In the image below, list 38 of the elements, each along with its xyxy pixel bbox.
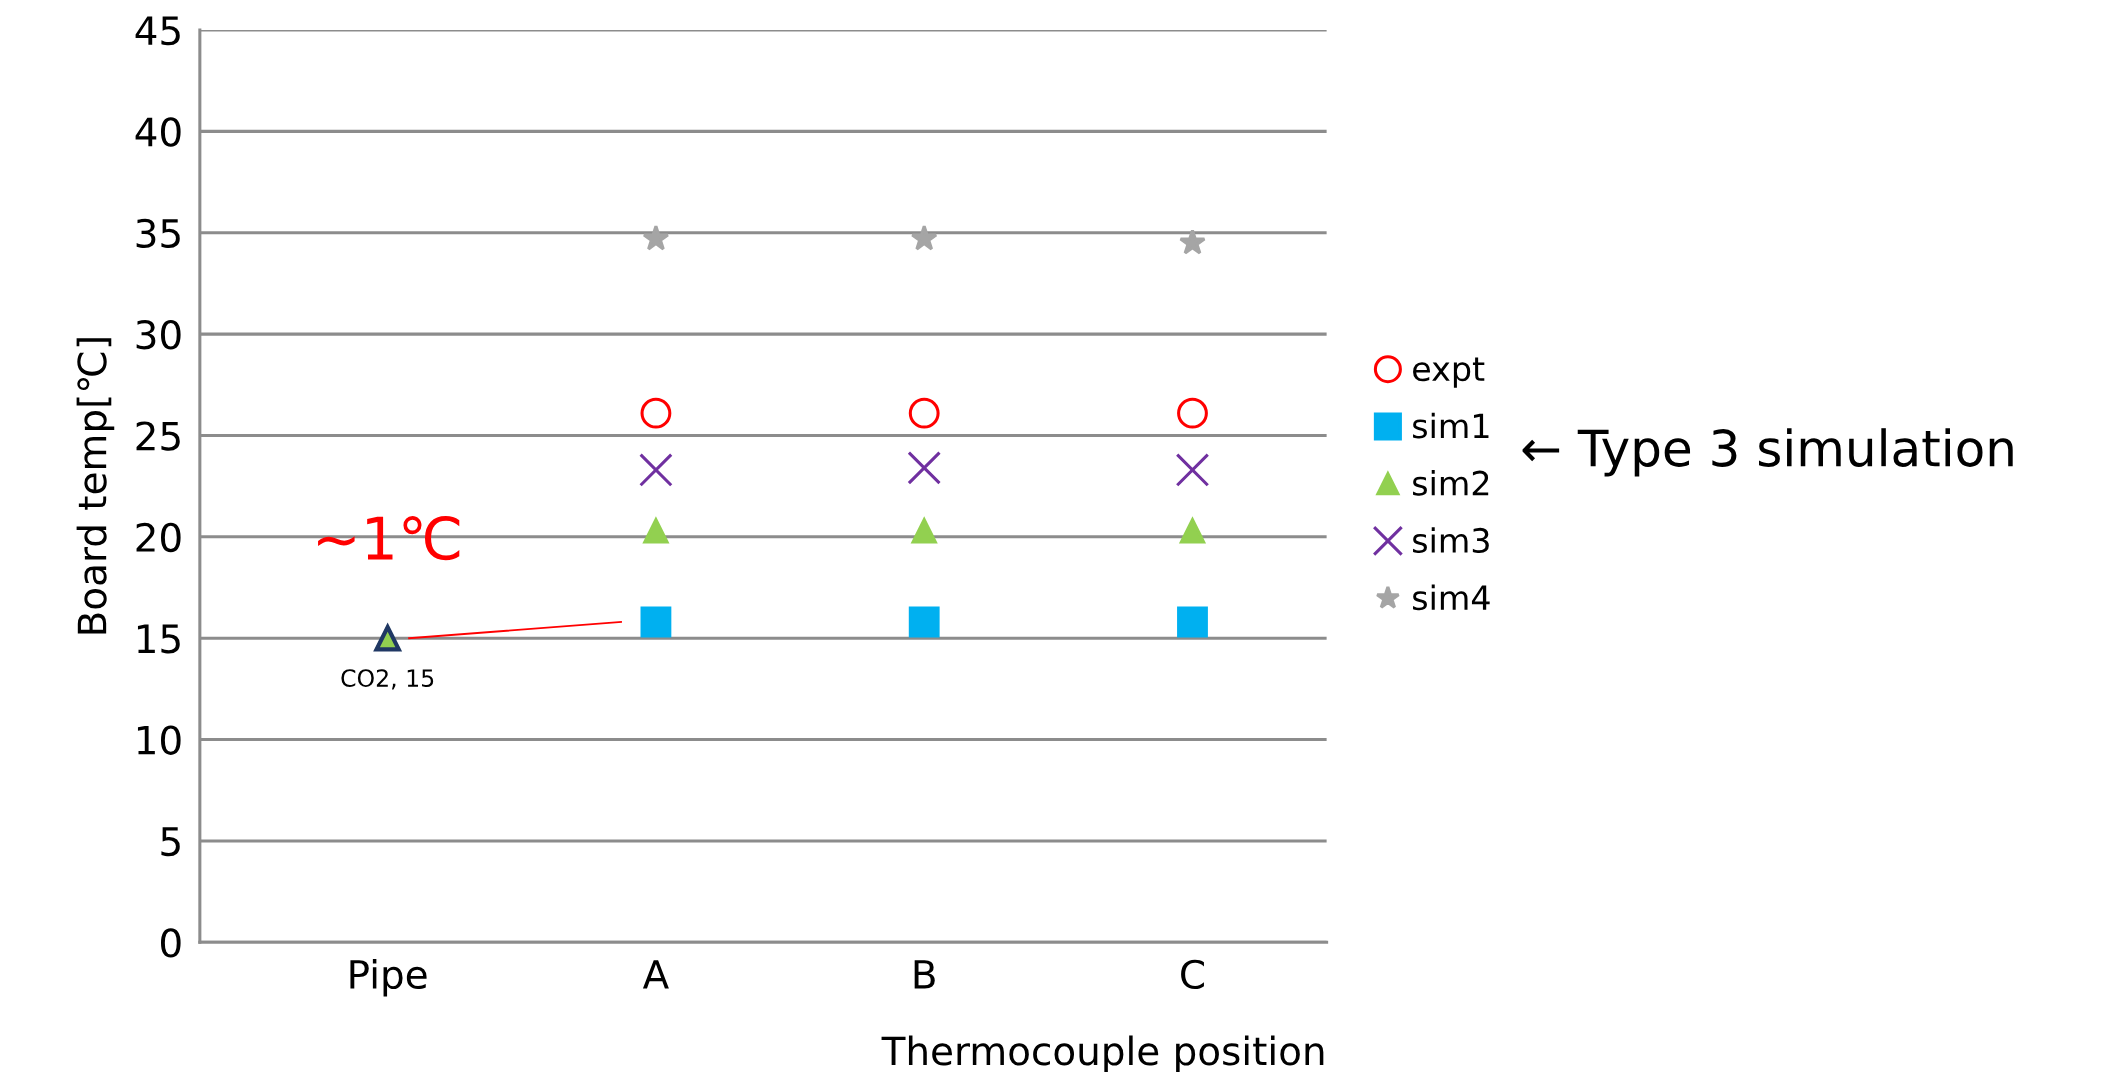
y-tick-label: 45 [135,16,180,46]
x-tick-label: A [642,960,669,989]
point [908,606,940,638]
point [639,453,673,487]
annotation: ~1℃ [318,516,460,561]
y-tick-label: 15 [137,624,180,654]
y-tick-label: 25 [136,421,180,451]
point [1179,228,1206,255]
point [907,451,942,485]
point [1179,518,1206,544]
point [1177,606,1208,638]
point [640,606,672,638]
text: ← Type 3 simulation [1522,428,2013,477]
y-tick-label: 5 [161,827,180,857]
point [1175,453,1210,487]
legend-label: sim2 [1413,470,1489,496]
point [642,224,670,251]
x-tick-label: Pipe [350,958,427,997]
point [908,397,940,429]
x-tick-label: B [914,960,935,989]
y-tick-label: 30 [136,320,181,350]
y-axis-title: Board temp[℃] [76,338,115,634]
point [643,518,669,544]
data-label: CO2, 15 [341,669,434,690]
y-tick-label: 35 [136,218,180,249]
point [911,518,937,544]
legend-label: sim3 [1413,527,1489,554]
y-tick-label: 40 [135,117,181,147]
y-tick-label: 20 [136,522,181,553]
point [1177,397,1208,429]
legend-label: expt [1413,357,1485,388]
point [640,397,672,429]
legend-label: sim1 [1413,412,1489,439]
legend-label: sim4 [1413,584,1490,611]
y-tick-label: 0 [161,928,181,958]
point [910,224,938,251]
x-tick-label: C [1181,959,1204,990]
y-tick-label: 10 [137,725,181,755]
